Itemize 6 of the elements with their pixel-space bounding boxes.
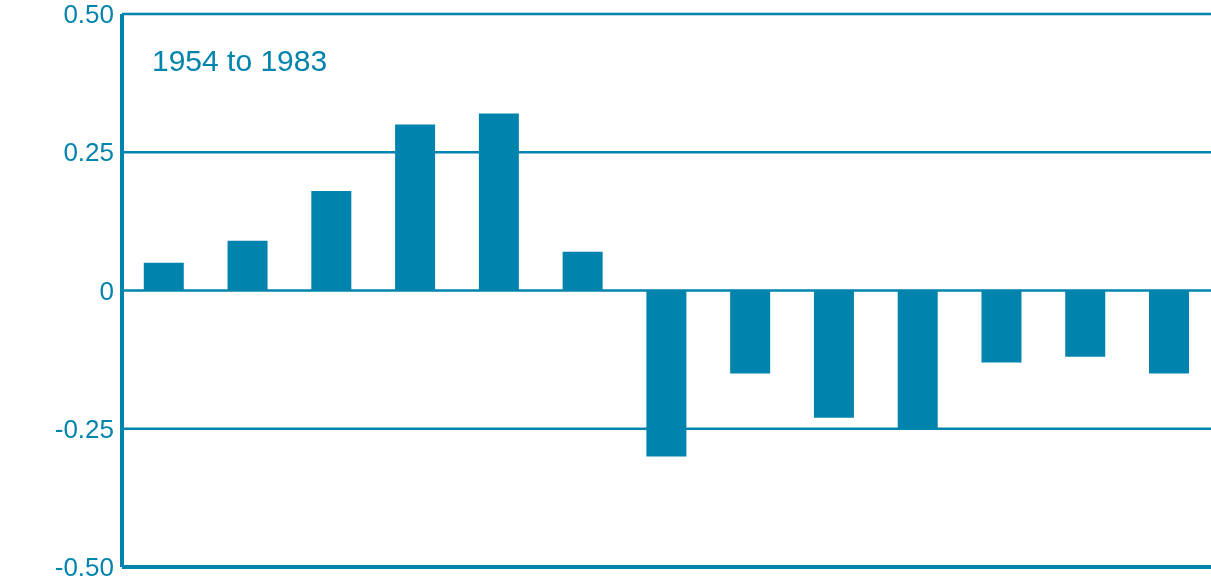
annotation: 1954 to 1983 — [152, 44, 328, 78]
y-tick-label: -0.25 — [54, 413, 114, 444]
y-tick-label: 0 — [99, 275, 114, 306]
y-tick-label: 0.50 — [63, 0, 114, 30]
y-tick-label: -0.50 — [54, 552, 114, 583]
y-tick-label: 0.25 — [63, 137, 114, 168]
